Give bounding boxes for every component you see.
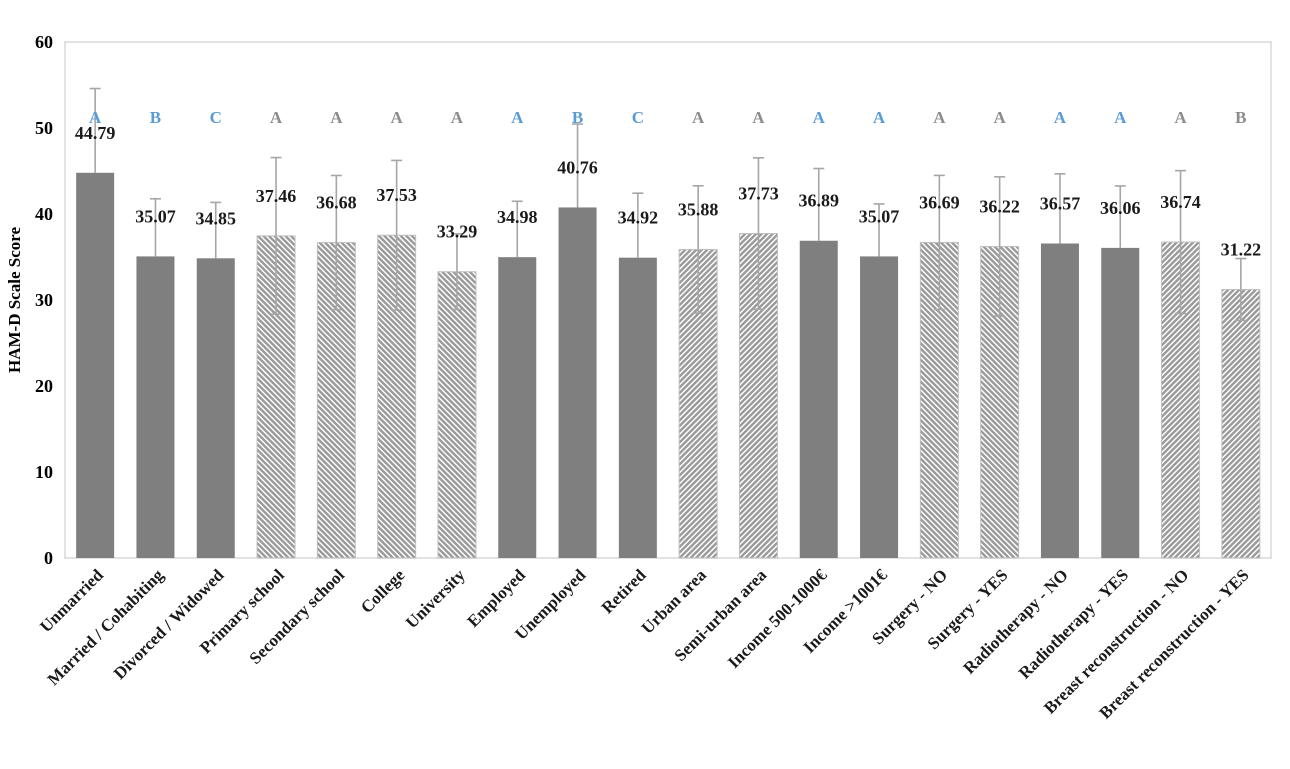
error-bar-college bbox=[391, 159, 403, 311]
letter-primary-school: A bbox=[270, 108, 283, 127]
error-bar-divorced-widowed bbox=[210, 201, 222, 259]
value-label-unmarried: 44.79 bbox=[75, 123, 116, 143]
plot-area bbox=[64, 41, 1272, 559]
value-label-surgery-no: 36.69 bbox=[919, 192, 960, 212]
value-label-unemployed: 40.76 bbox=[557, 157, 598, 177]
letter-semi-urban-area: A bbox=[752, 108, 765, 127]
y-tick-label: 10 bbox=[35, 462, 53, 482]
letter-radiotherapy-no: A bbox=[1054, 108, 1067, 127]
letter-radiotherapy-yes: A bbox=[1114, 108, 1127, 127]
error-bar-breast-reconstruction-yes bbox=[1235, 257, 1247, 322]
value-labels: 44.79 35.07 34.85 37.46 36.68 37.53 33.29 34.98… bbox=[75, 123, 1261, 260]
error-bar-breast-reconstruction-no bbox=[1175, 169, 1187, 315]
bar-retired bbox=[618, 257, 657, 558]
x-label-radiotherapy-no: Radiotherapy - NO bbox=[960, 565, 1072, 677]
error-bar-unemployed bbox=[572, 123, 584, 208]
letter-university: A bbox=[451, 108, 464, 127]
bar-unmarried bbox=[76, 172, 115, 558]
value-label-college: 37.53 bbox=[376, 185, 417, 205]
letter-retired: C bbox=[632, 108, 644, 127]
letter-breast-reconstruction-no: A bbox=[1174, 108, 1187, 127]
letter-college: A bbox=[391, 108, 404, 127]
y-tick-label: 40 bbox=[35, 204, 53, 224]
bars bbox=[76, 172, 1261, 559]
bar-income-500-1000 bbox=[799, 240, 838, 558]
y-tick-label: 50 bbox=[35, 118, 53, 138]
value-label-primary-school: 37.46 bbox=[256, 186, 297, 206]
value-label-urban-area: 35.88 bbox=[678, 199, 719, 219]
value-label-secondary-school: 36.68 bbox=[316, 193, 357, 213]
bar-married-cohabiting bbox=[136, 256, 175, 558]
value-label-retired: 34.92 bbox=[618, 208, 659, 228]
bar-divorced-widowed bbox=[196, 258, 235, 558]
value-label-breast-reconstruction-no: 36.74 bbox=[1160, 192, 1201, 212]
error-bar-radiotherapy-no bbox=[1054, 173, 1066, 244]
error-bar-primary-school bbox=[270, 156, 282, 315]
error-bar-employed bbox=[511, 200, 523, 258]
x-label-college: College bbox=[357, 565, 409, 617]
x-label-divorced-widowed: Divorced / Widowed bbox=[110, 565, 228, 683]
y-tick-label: 60 bbox=[35, 32, 53, 52]
letter-unmarried: A bbox=[89, 108, 102, 127]
letter-married-cohabiting: B bbox=[150, 108, 161, 127]
value-label-breast-reconstruction-yes: 31.22 bbox=[1221, 240, 1262, 260]
letter-income-500-1000: A bbox=[813, 108, 826, 127]
error-bar-married-cohabiting bbox=[149, 197, 161, 257]
x-label-radiotherapy-yes: Radiotherapy - YES bbox=[1015, 565, 1132, 682]
error-bar-income-1001 bbox=[873, 203, 885, 257]
error-bar-unmarried bbox=[89, 87, 101, 173]
bar-employed bbox=[498, 257, 537, 558]
bar-unemployed bbox=[558, 207, 597, 559]
letter-breast-reconstruction-yes: B bbox=[1235, 108, 1246, 127]
value-label-married-cohabiting: 35.07 bbox=[135, 206, 176, 226]
value-label-income-500-1000: 36.89 bbox=[799, 191, 840, 211]
x-label-retired: Retired bbox=[598, 565, 650, 617]
value-label-divorced-widowed: 34.85 bbox=[196, 208, 237, 228]
letter-unemployed: B bbox=[572, 108, 583, 127]
value-label-semi-urban-area: 37.73 bbox=[738, 184, 779, 204]
error-bar-secondary-school bbox=[330, 174, 342, 311]
bar-university bbox=[437, 271, 477, 559]
y-tick-label: 20 bbox=[35, 376, 53, 396]
letter-employed: A bbox=[511, 108, 524, 127]
error-bar-urban-area bbox=[692, 184, 704, 314]
letter-urban-area: A bbox=[692, 108, 705, 127]
error-bar-radiotherapy-yes bbox=[1114, 185, 1126, 248]
y-axis-tick-labels: 0 10 20 30 40 50 60 bbox=[35, 32, 53, 568]
error-bar-surgery-yes bbox=[994, 176, 1006, 317]
value-label-surgery-yes: 36.22 bbox=[979, 197, 1020, 217]
error-bar-semi-urban-area bbox=[752, 157, 764, 311]
value-label-radiotherapy-no: 36.57 bbox=[1040, 193, 1081, 213]
value-label-employed: 34.98 bbox=[497, 207, 538, 227]
y-tick-label: 30 bbox=[35, 290, 53, 310]
letter-divorced-widowed: C bbox=[210, 108, 222, 127]
bar-breast-reconstruction-yes bbox=[1221, 289, 1261, 559]
error-bars bbox=[89, 87, 1247, 322]
bar-income-1001 bbox=[860, 256, 899, 558]
value-label-radiotherapy-yes: 36.06 bbox=[1100, 198, 1141, 218]
y-axis-title: HAM-D Scale Score bbox=[5, 227, 24, 373]
error-bar-surgery-no bbox=[933, 174, 945, 311]
bar-radiotherapy-no bbox=[1040, 243, 1079, 559]
letter-surgery-no: A bbox=[933, 108, 946, 127]
bar-radiotherapy-yes bbox=[1101, 247, 1140, 558]
error-bar-university bbox=[451, 233, 463, 311]
error-bar-retired bbox=[632, 192, 644, 258]
value-label-income-1001: 35.07 bbox=[859, 206, 900, 226]
error-bar-income-500-1000 bbox=[813, 167, 825, 241]
y-tick-label: 0 bbox=[44, 548, 53, 568]
value-label-university: 33.29 bbox=[437, 222, 478, 242]
letter-surgery-yes: A bbox=[994, 108, 1007, 127]
x-label-married-cohabiting: Married / Cohabiting bbox=[44, 565, 168, 689]
x-label-university: University bbox=[402, 565, 469, 632]
letter-income-1001: A bbox=[873, 108, 886, 127]
letter-secondary-school: A bbox=[330, 108, 343, 127]
